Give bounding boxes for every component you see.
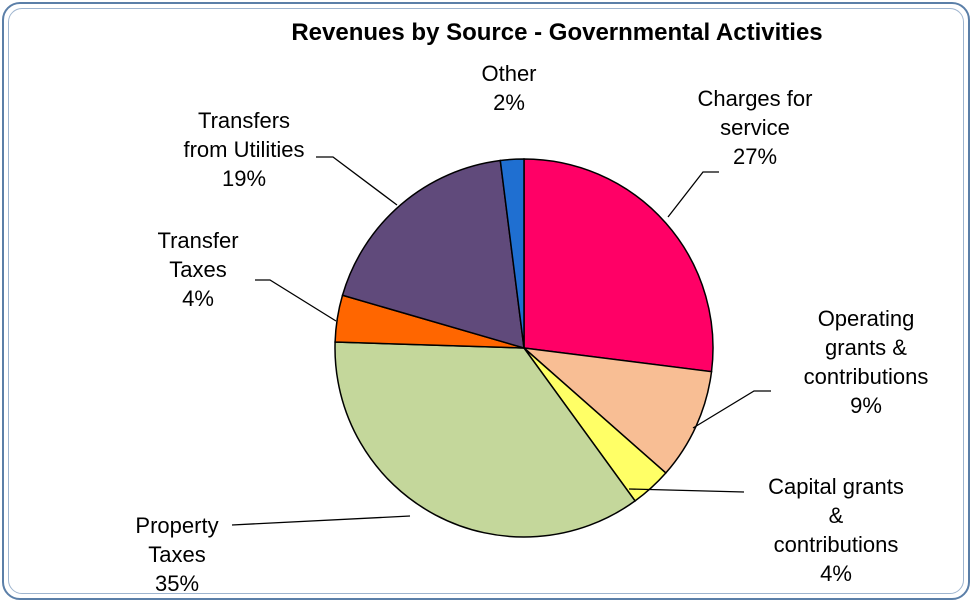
slice-data-label: Operating grants & contributions 9% [804,306,929,418]
leader-lines [231,156,771,526]
pie-slices [334,158,714,538]
chart-frame-inner-border [8,8,964,594]
data-labels: Charges for service 27% Operating grants & co… [135,61,928,596]
leader-line [667,171,719,218]
slice-data-label: Transfers from Utilities 19% [183,108,304,191]
leader-line [628,488,745,493]
leader-line [231,515,411,526]
pie-slice [499,158,525,349]
slice-data-label: Capital grants & contributions 4% [768,474,904,586]
leader-line [692,390,771,429]
chart-title: Revenues by Source - Governmental Activi… [291,19,822,46]
slice-data-label: Other 2% [481,61,536,115]
pie-slice [341,159,525,350]
slice-data-label: Charges for service 27% [698,86,813,169]
slice-data-label: Property Taxes 35% [135,513,218,596]
leader-line [316,156,398,206]
leader-line [255,279,337,322]
pie-slice [334,341,637,538]
pie-slice [523,158,714,373]
slice-data-label: Transfer Taxes 4% [157,228,238,311]
